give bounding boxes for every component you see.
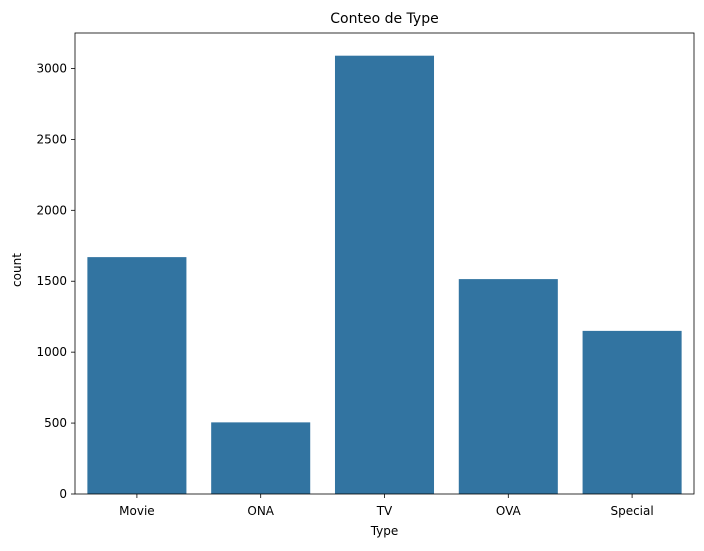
bar-ona xyxy=(211,422,311,494)
y-axis-ticks: 0 500 1000 1500 2000 2500 3000 xyxy=(36,61,75,501)
x-tick-label-special: Special xyxy=(610,504,653,518)
x-tick-label-tv: TV xyxy=(376,504,393,518)
x-tick-label-ona: ONA xyxy=(247,504,274,518)
x-tick-label-movie: Movie xyxy=(119,504,155,518)
bar-tv xyxy=(334,55,435,495)
y-tick-label-1000: 1000 xyxy=(36,345,67,359)
y-axis-label: count xyxy=(10,253,24,287)
y-tick-label-2500: 2500 xyxy=(36,132,67,146)
y-tick-label-0: 0 xyxy=(59,487,67,501)
x-tick-label-ova: OVA xyxy=(496,504,522,518)
x-axis-ticks: Movie ONA TV OVA Special xyxy=(119,494,654,518)
y-tick-label-3000: 3000 xyxy=(36,61,67,75)
y-tick-label-2000: 2000 xyxy=(36,203,67,217)
bar-movie xyxy=(87,257,187,494)
y-tick-label-1500: 1500 xyxy=(36,274,67,288)
bars-layer xyxy=(87,55,682,495)
y-tick-label-500: 500 xyxy=(44,416,67,430)
bar-ova xyxy=(458,279,558,494)
chart-title: Conteo de Type xyxy=(330,11,438,27)
x-axis-label: Type xyxy=(370,524,399,538)
bar-special xyxy=(582,330,682,494)
